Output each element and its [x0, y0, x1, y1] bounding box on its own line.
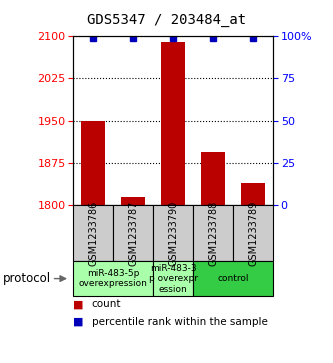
Text: count: count — [92, 299, 121, 310]
Text: miR-483-5p
overexpression: miR-483-5p overexpression — [79, 269, 148, 288]
Text: protocol: protocol — [3, 272, 52, 285]
Text: GSM1233789: GSM1233789 — [248, 201, 258, 266]
Text: ■: ■ — [73, 317, 84, 327]
Bar — [161, 42, 185, 205]
Bar — [121, 197, 145, 205]
Text: GSM1233787: GSM1233787 — [128, 200, 138, 266]
Text: GSM1233790: GSM1233790 — [168, 201, 178, 266]
Bar — [241, 183, 265, 205]
Text: GDS5347 / 203484_at: GDS5347 / 203484_at — [87, 13, 246, 27]
Text: ■: ■ — [73, 299, 84, 310]
Text: GSM1233786: GSM1233786 — [88, 201, 98, 266]
Bar — [81, 121, 105, 205]
Text: percentile rank within the sample: percentile rank within the sample — [92, 317, 267, 327]
Text: miR-483-3
p overexpr
ession: miR-483-3 p overexpr ession — [149, 264, 198, 294]
Bar — [201, 152, 225, 205]
Text: GSM1233788: GSM1233788 — [208, 201, 218, 266]
Text: control: control — [217, 274, 249, 283]
